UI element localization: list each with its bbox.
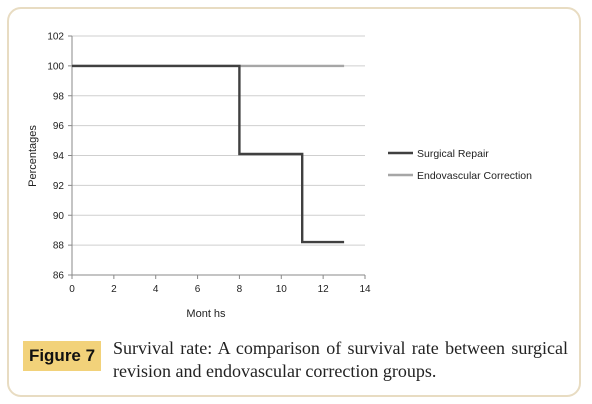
- y-tick-label: 102: [47, 32, 64, 43]
- figure-frame: [7, 7, 581, 397]
- series-line-0: [72, 64, 345, 244]
- x-tick-label: 10: [276, 284, 288, 295]
- survival-chart: 86 88 90 92 94 96 98 100 102 0 2 4 6 8 10 12 14 Mont hs…: [27, 32, 532, 321]
- grid-lines: [72, 35, 365, 276]
- y-tick-label: 100: [47, 61, 64, 72]
- y-tick-label: 90: [53, 211, 65, 222]
- x-tick-labels: 0 2 4 6 8 10 12 14: [69, 284, 371, 295]
- series-lines: [72, 64, 345, 244]
- x-axis-label: Mont hs: [186, 308, 226, 320]
- figure-caption: Survival rate: A comparison of survival …: [113, 338, 568, 381]
- y-tick-label: 96: [53, 121, 65, 132]
- figure-label: Figure 7: [23, 341, 101, 371]
- x-tick-label: 8: [237, 284, 243, 295]
- legend-label-0: Surgical Repair: [417, 148, 489, 160]
- y-tick-label: 94: [53, 151, 65, 162]
- x-tick-label: 0: [69, 284, 75, 295]
- y-axis-label: Percentages: [27, 125, 39, 187]
- axes: [68, 35, 366, 279]
- y-tick-label: 86: [53, 271, 65, 282]
- x-tick-label: 6: [195, 284, 201, 295]
- legend-label-1: Endovascular Correction: [417, 170, 532, 182]
- x-tick-label: 14: [359, 284, 371, 295]
- y-tick-label: 92: [53, 181, 65, 192]
- y-tick-label: 98: [53, 91, 65, 102]
- x-tick-label: 4: [153, 284, 159, 295]
- x-tick-label: 2: [111, 284, 117, 295]
- x-tick-label: 12: [318, 284, 330, 295]
- y-tick-labels: 86 88 90 92 94 96 98 100 102: [47, 32, 64, 282]
- y-tick-label: 88: [53, 241, 65, 252]
- legend: Surgical Repair Endovascular Correction: [388, 148, 532, 182]
